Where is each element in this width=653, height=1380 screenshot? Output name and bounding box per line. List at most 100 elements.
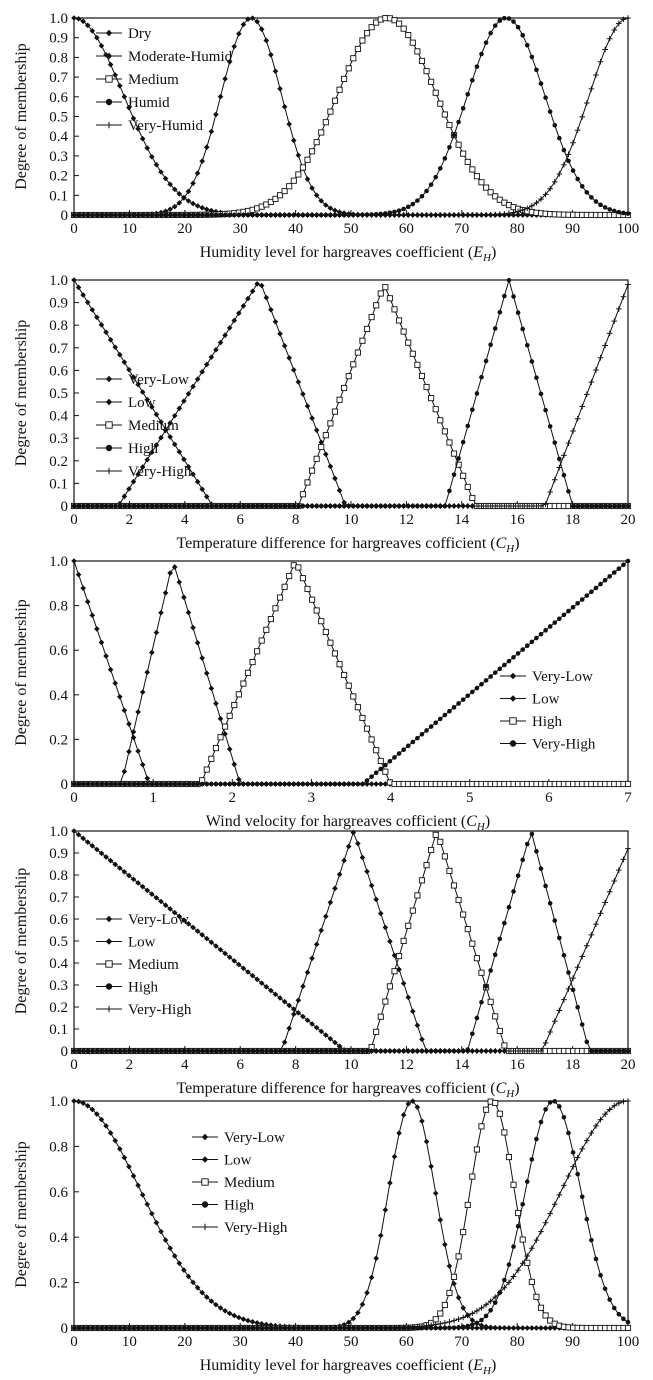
- legend-label: Very-High: [128, 464, 192, 480]
- x-tick-label: 4: [387, 790, 395, 806]
- series-humid: [71, 15, 631, 218]
- x-tick-label: 100: [617, 1334, 640, 1350]
- x-tick-label: 2: [126, 1057, 134, 1073]
- x-tick-label: 20: [621, 512, 636, 528]
- series-medium: [70, 15, 632, 219]
- series-very-high: [71, 1098, 631, 1331]
- series-very-high: [71, 558, 631, 787]
- legend-label: Humid: [128, 95, 170, 111]
- legend-label: Very-Humid: [128, 118, 203, 134]
- series-line: [74, 17, 629, 216]
- x-axis-label: Temperature difference for hargreaves co…: [176, 535, 519, 555]
- legend-label: Very-Low: [128, 912, 189, 928]
- y-tick-label: 1.0: [49, 11, 68, 27]
- x-tick-label: 1: [149, 790, 157, 806]
- series-line: [74, 1100, 628, 1329]
- chart-panel-3: 0 0.2 0.4 0.6 0.8 1.0 0 1 2 3 4 5 6 7 Degree of member…: [13, 554, 632, 833]
- y-tick-label: 0.4: [49, 409, 68, 425]
- y-tick-label: 0.4: [49, 688, 68, 704]
- legend: Very-Low Low High Very-High: [500, 669, 596, 753]
- y-tick-label: 0.4: [49, 956, 68, 972]
- y-tick-label: 0.2: [49, 1276, 68, 1292]
- chart-panel-1: 0 0.1 0.2 0.3 0.4 0.5 0.6 0.7 0.8 0.9 1.0 0 10 20 30 40…: [13, 11, 639, 264]
- y-tick-label: 0: [61, 1044, 69, 1060]
- series-line: [74, 1101, 628, 1329]
- x-tick-label: 10: [344, 1057, 359, 1073]
- x-tick-label: 30: [233, 221, 248, 237]
- series-very-high: [71, 845, 631, 1054]
- x-tick-label: 14: [454, 1057, 470, 1073]
- x-tick-label: 10: [122, 1334, 137, 1350]
- y-tick-label: 0.9: [49, 31, 68, 47]
- y-tick-label: 0.5: [49, 386, 68, 402]
- series-line: [74, 848, 629, 1052]
- x-tick-label: 4: [181, 512, 189, 528]
- x-tick-label: 16: [510, 512, 526, 528]
- y-tick-label: 0.2: [49, 1000, 68, 1016]
- legend-label: Very-High: [128, 1002, 192, 1018]
- y-tick-label: 0.7: [49, 70, 68, 86]
- y-tick-label: 0.4: [49, 129, 68, 145]
- x-tick-label: 20: [177, 1334, 192, 1350]
- y-axis-label: Degree of membership: [13, 868, 30, 1015]
- x-tick-label: 3: [308, 790, 316, 806]
- plot-frame: [73, 830, 629, 1052]
- series-line: [73, 1100, 628, 1329]
- x-tick-label: 2: [126, 512, 134, 528]
- y-tick-label: 0.2: [49, 732, 68, 748]
- x-tick-label: 90: [565, 1334, 580, 1350]
- series-high: [71, 1099, 631, 1331]
- y-tick-label: 0.8: [49, 599, 68, 615]
- x-tick-label: 70: [454, 1334, 469, 1350]
- y-axis-label: Degree of membership: [13, 43, 30, 190]
- x-tick-label: 10: [344, 512, 359, 528]
- series-very-high: [71, 281, 631, 509]
- x-tick-label: 8: [292, 1057, 300, 1073]
- legend-label: Moderate-Humid: [128, 49, 233, 65]
- series-line: [73, 830, 628, 1052]
- series-line: [74, 17, 629, 216]
- legend-label: High: [128, 441, 159, 457]
- series-line: [74, 1100, 629, 1329]
- x-tick-label: 40: [288, 221, 303, 237]
- legend-label: Very-Low: [532, 669, 593, 685]
- series-medium: [70, 1098, 632, 1332]
- legend: Very-Low Low Medium High Very-High: [96, 372, 192, 480]
- legend-label: Low: [224, 1153, 252, 1169]
- x-tick-label: 14: [454, 512, 470, 528]
- x-tick-label: 4: [181, 1057, 189, 1073]
- y-tick-label: 0.8: [49, 318, 68, 334]
- x-tick-label: 50: [344, 1334, 359, 1350]
- series-very-humid: [71, 15, 631, 218]
- y-tick-label: 0.3: [49, 149, 68, 165]
- y-axis-label: Degree of membership: [13, 1141, 30, 1288]
- y-tick-label: 0.6: [49, 1185, 68, 1201]
- y-tick-label: 0: [61, 499, 69, 515]
- legend: Very-Low Low Medium High Very-High: [192, 1130, 288, 1236]
- x-tick-label: 12: [399, 1057, 414, 1073]
- legend-label: Medium: [224, 1175, 275, 1191]
- x-tick-label: 5: [466, 790, 474, 806]
- legend-label: Low: [532, 692, 560, 708]
- y-tick-label: 0.9: [49, 296, 68, 312]
- y-tick-label: 0: [61, 208, 69, 224]
- y-tick-label: 1.0: [49, 1094, 68, 1110]
- y-tick-label: 0.4: [49, 1230, 68, 1246]
- x-tick-label: 18: [565, 512, 580, 528]
- x-tick-label: 2: [229, 790, 237, 806]
- x-tick-label: 10: [122, 221, 137, 237]
- y-tick-label: 0.7: [49, 890, 68, 906]
- y-tick-label: 0.6: [49, 912, 68, 928]
- legend-label: High: [532, 714, 563, 730]
- y-tick-label: 1.0: [49, 824, 68, 840]
- series-line: [74, 17, 628, 216]
- series-line: [73, 17, 628, 216]
- y-tick-label: 1.0: [49, 554, 68, 570]
- x-tick-label: 7: [624, 790, 632, 806]
- y-tick-label: 0.3: [49, 978, 68, 994]
- y-tick-label: 0.2: [49, 454, 68, 470]
- x-tick-label: 50: [344, 221, 359, 237]
- x-axis-label: Humidity level for hargreaves coefficien…: [200, 244, 497, 264]
- x-tick-label: 40: [288, 1334, 303, 1350]
- x-tick-label: 0: [70, 1334, 78, 1350]
